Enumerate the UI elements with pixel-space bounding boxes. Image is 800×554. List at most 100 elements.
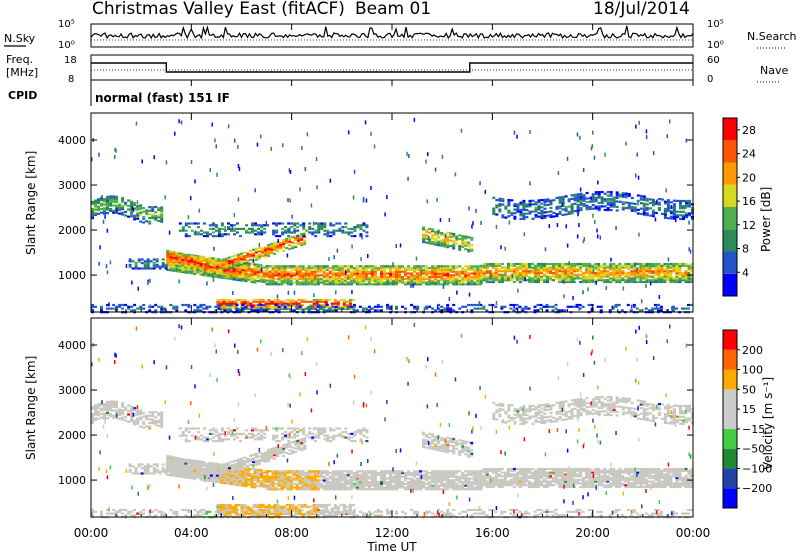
power-cell xyxy=(331,272,335,275)
power-cell xyxy=(288,298,292,302)
power-cell xyxy=(139,206,143,209)
power-cell xyxy=(642,208,646,211)
power-cell xyxy=(154,205,158,209)
frequency-label-1: Freq. xyxy=(6,53,33,66)
power-cell xyxy=(413,270,417,273)
power-colorbar-segment xyxy=(723,207,737,230)
power-cell xyxy=(270,248,274,251)
power-cell xyxy=(212,270,216,273)
power-cell xyxy=(282,244,286,247)
power-cell xyxy=(503,279,507,282)
velocity-cell xyxy=(373,481,377,484)
power-cell xyxy=(446,272,450,275)
power-cell xyxy=(285,302,289,305)
velocity-cell xyxy=(283,484,287,487)
power-cell xyxy=(323,229,327,232)
power-cell xyxy=(184,222,188,225)
power-cell xyxy=(184,271,188,274)
velocity-cell xyxy=(295,473,299,476)
power-cell xyxy=(291,300,295,303)
velocity-cell xyxy=(370,479,374,482)
power-cell xyxy=(196,231,200,234)
power-cell xyxy=(307,307,311,310)
power-noise-cell xyxy=(232,262,234,267)
power-noise-cell xyxy=(227,124,230,129)
power-cell xyxy=(437,276,441,279)
power-cell xyxy=(344,226,348,229)
power-cell xyxy=(205,261,209,265)
velocity-cell xyxy=(328,486,332,489)
power-cell xyxy=(184,255,188,258)
power-cell xyxy=(651,264,655,267)
frequency-tick-top: 18 xyxy=(64,55,77,66)
power-cell xyxy=(155,260,159,263)
power-cell xyxy=(349,283,353,286)
power-cell xyxy=(169,254,173,257)
power-cell xyxy=(118,303,122,307)
power-cell xyxy=(479,267,483,270)
power-cell xyxy=(326,229,330,232)
power-cell xyxy=(663,271,667,275)
velocity-cell xyxy=(395,479,398,482)
velocity-cell xyxy=(443,484,447,487)
power-noise-cell xyxy=(582,239,585,244)
power-cell xyxy=(597,209,601,212)
power-cell xyxy=(666,262,670,266)
power-cell xyxy=(500,305,504,308)
power-cell xyxy=(476,274,480,277)
power-cell xyxy=(246,256,249,259)
velocity-cell xyxy=(503,476,507,480)
velocity-cell xyxy=(488,485,492,489)
velocity-cell xyxy=(313,479,317,482)
power-cell xyxy=(103,203,106,206)
power-cell xyxy=(657,275,661,278)
power-cell xyxy=(521,271,525,275)
power-cell xyxy=(687,280,691,284)
power-cell xyxy=(669,262,673,266)
power-cell xyxy=(422,239,426,242)
velocity-cell xyxy=(452,472,456,475)
power-cell xyxy=(217,274,221,277)
power-cell xyxy=(300,304,304,307)
power-cell xyxy=(227,226,230,229)
velocity-cell xyxy=(271,486,275,489)
velocity-cell xyxy=(464,475,468,478)
power-cell xyxy=(494,270,498,273)
power-cell xyxy=(264,304,268,307)
power-cell xyxy=(639,279,643,282)
power-cell xyxy=(316,279,320,282)
power-cell xyxy=(249,249,252,252)
power-cell xyxy=(314,231,318,234)
velocity-cell xyxy=(494,471,498,474)
power-cell xyxy=(193,270,197,274)
power-cell xyxy=(342,306,346,309)
power-cell xyxy=(413,274,417,277)
velocity-cell xyxy=(467,486,471,489)
power-cell xyxy=(181,227,185,230)
power-cell xyxy=(648,198,652,201)
power-cell xyxy=(217,227,221,230)
velocity-cell xyxy=(425,475,429,478)
power-cell xyxy=(238,276,242,279)
power-cell xyxy=(573,277,577,280)
power-cell xyxy=(612,262,616,266)
velocity-cell xyxy=(298,477,302,480)
power-cell xyxy=(419,272,423,275)
power-cell xyxy=(217,303,221,307)
power-noise-cell xyxy=(408,154,410,159)
power-cell xyxy=(518,277,522,280)
power-cell xyxy=(276,248,280,251)
velocity-cell xyxy=(295,482,299,485)
power-cell xyxy=(196,261,200,264)
power-cell xyxy=(267,307,271,311)
power-colorbar-label: Power [dB] xyxy=(759,187,773,252)
power-cell xyxy=(600,275,604,278)
power-cell xyxy=(237,307,241,311)
power-cell xyxy=(492,196,496,199)
velocity-cell xyxy=(422,475,426,478)
power-cell xyxy=(539,303,543,307)
velocity-cell xyxy=(304,486,308,489)
power-cell xyxy=(682,205,685,208)
velocity-cell xyxy=(479,478,483,481)
power-cell xyxy=(630,280,634,284)
